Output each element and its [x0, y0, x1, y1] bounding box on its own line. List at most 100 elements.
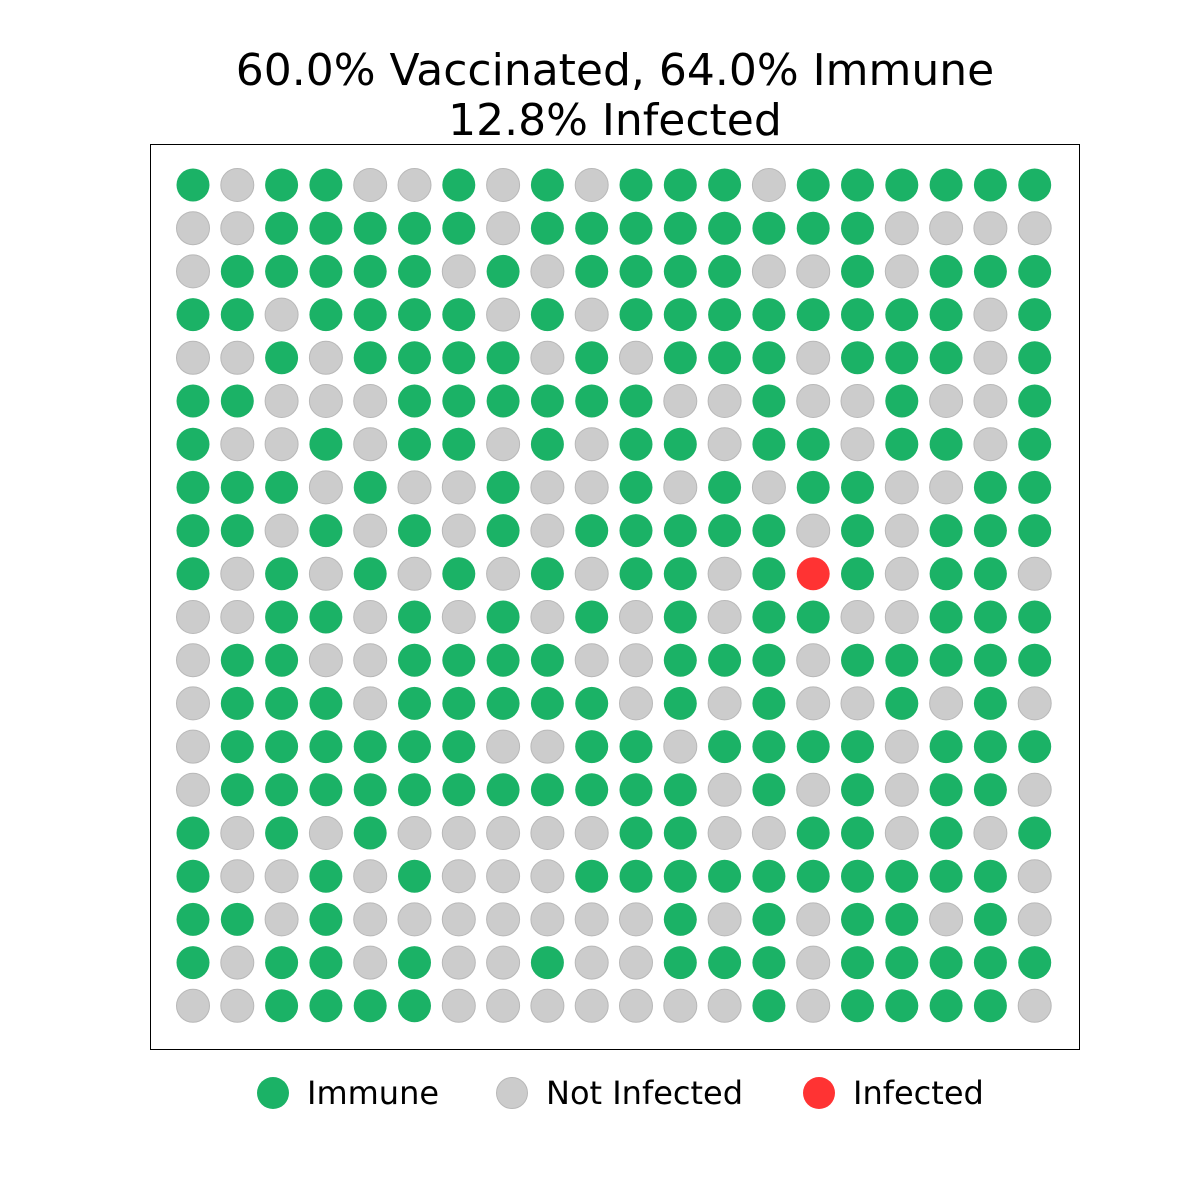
not-infected-dot — [397, 556, 432, 591]
not-infected-dot — [176, 600, 210, 634]
immune-dot — [398, 211, 431, 245]
not-infected-dot — [220, 859, 255, 894]
not-infected-dot — [441, 902, 476, 937]
immune-dot — [973, 254, 1007, 288]
immune-dot — [353, 211, 387, 245]
immune-dot — [929, 341, 963, 375]
immune-dot — [796, 168, 830, 202]
not-infected-dot — [973, 297, 1008, 332]
immune-dot — [309, 211, 343, 245]
not-infected-dot — [884, 211, 919, 246]
immune-dot — [929, 514, 963, 548]
not-infected-dot — [707, 988, 742, 1023]
immune-dot — [442, 211, 476, 245]
not-infected-dot — [486, 729, 521, 764]
immune-dot — [442, 686, 476, 720]
not-infected-dot — [973, 816, 1008, 850]
immune-dot — [486, 686, 520, 720]
immune-dot — [885, 298, 919, 332]
immune-dot — [973, 946, 1007, 980]
not-infected-dot — [751, 254, 786, 289]
immune-dot — [841, 211, 874, 245]
not-infected-dot — [220, 427, 255, 462]
not-infected-dot — [840, 686, 875, 721]
not-infected-dot — [353, 859, 388, 894]
immune-dot — [309, 730, 343, 764]
not-infected-dot — [530, 470, 565, 505]
immune-dot — [708, 211, 742, 245]
immune-dot — [442, 384, 476, 418]
immune-dot — [220, 902, 254, 936]
immune-dot — [486, 384, 520, 418]
not-infected-dot — [220, 340, 255, 375]
immune-dot — [973, 514, 1007, 548]
immune-dot — [442, 643, 476, 677]
not-infected-dot — [796, 686, 831, 721]
not-infected-dot — [353, 945, 388, 980]
immune-dot — [530, 427, 564, 461]
immune-dot — [353, 773, 387, 807]
immune-dot — [265, 254, 299, 288]
immune-dot — [530, 686, 564, 720]
immune-dot — [973, 168, 1007, 202]
immune-dot — [929, 600, 963, 634]
immune-dot — [973, 730, 1007, 764]
immune-dot — [885, 427, 919, 461]
immune-dot — [929, 254, 963, 288]
immune-dot — [176, 859, 210, 893]
not-infected-dot — [441, 600, 476, 634]
immune-dot — [841, 557, 874, 591]
immune-dot — [398, 730, 431, 764]
immune-dot — [1018, 341, 1052, 375]
chart-title-line-2: 12.8% Infected — [448, 95, 782, 146]
not-infected-dot — [486, 297, 521, 332]
not-infected-dot — [1017, 686, 1052, 721]
immune-dot — [929, 643, 963, 677]
immune-dot — [619, 816, 653, 850]
immune-dot — [398, 254, 431, 288]
not-infected-dot — [574, 945, 609, 980]
not-infected-dot — [486, 816, 521, 850]
immune-dot — [265, 600, 299, 634]
immune-dot — [796, 211, 830, 245]
not-infected-dot — [663, 729, 698, 764]
not-infected-dot — [530, 816, 565, 850]
immune-dot — [752, 730, 786, 764]
not-infected-dot — [486, 859, 521, 894]
not-infected-dot — [486, 168, 521, 202]
not-infected-dot — [574, 168, 609, 202]
not-infected-dot — [486, 427, 521, 462]
immune-dot — [309, 686, 343, 720]
immune-dot — [1018, 946, 1052, 980]
not-infected-dot — [751, 168, 786, 202]
immune-dot — [929, 773, 963, 807]
immune-dot — [176, 902, 210, 936]
immune-dot — [353, 254, 387, 288]
immune-dot — [575, 341, 609, 375]
not-infected-dot — [308, 340, 343, 375]
immune-dot — [265, 946, 299, 980]
immune-dot — [176, 470, 210, 504]
immune-dot — [398, 298, 431, 332]
not-infected-dot — [264, 384, 299, 418]
immune-dot — [885, 989, 919, 1023]
immune-dot — [619, 859, 653, 893]
immune-dot — [309, 298, 343, 332]
not-infected-dot — [707, 384, 742, 418]
immune-dot — [752, 427, 786, 461]
immune-dot — [220, 470, 254, 504]
immune-dot — [752, 989, 786, 1023]
not-infected-dot — [486, 945, 521, 980]
immune-dot — [309, 773, 343, 807]
not-infected-dot — [530, 988, 565, 1023]
immune-dot — [929, 298, 963, 332]
immune-dot — [309, 514, 343, 548]
immune-dot — [575, 859, 609, 893]
immune-dot — [176, 168, 210, 202]
not-infected-dot — [308, 643, 343, 678]
legend-label-not-infected: Not Infected — [546, 1074, 744, 1112]
not-infected-dot — [973, 340, 1008, 375]
immune-dot — [353, 557, 387, 591]
not-infected-dot — [441, 859, 476, 894]
immune-dot — [752, 773, 786, 807]
